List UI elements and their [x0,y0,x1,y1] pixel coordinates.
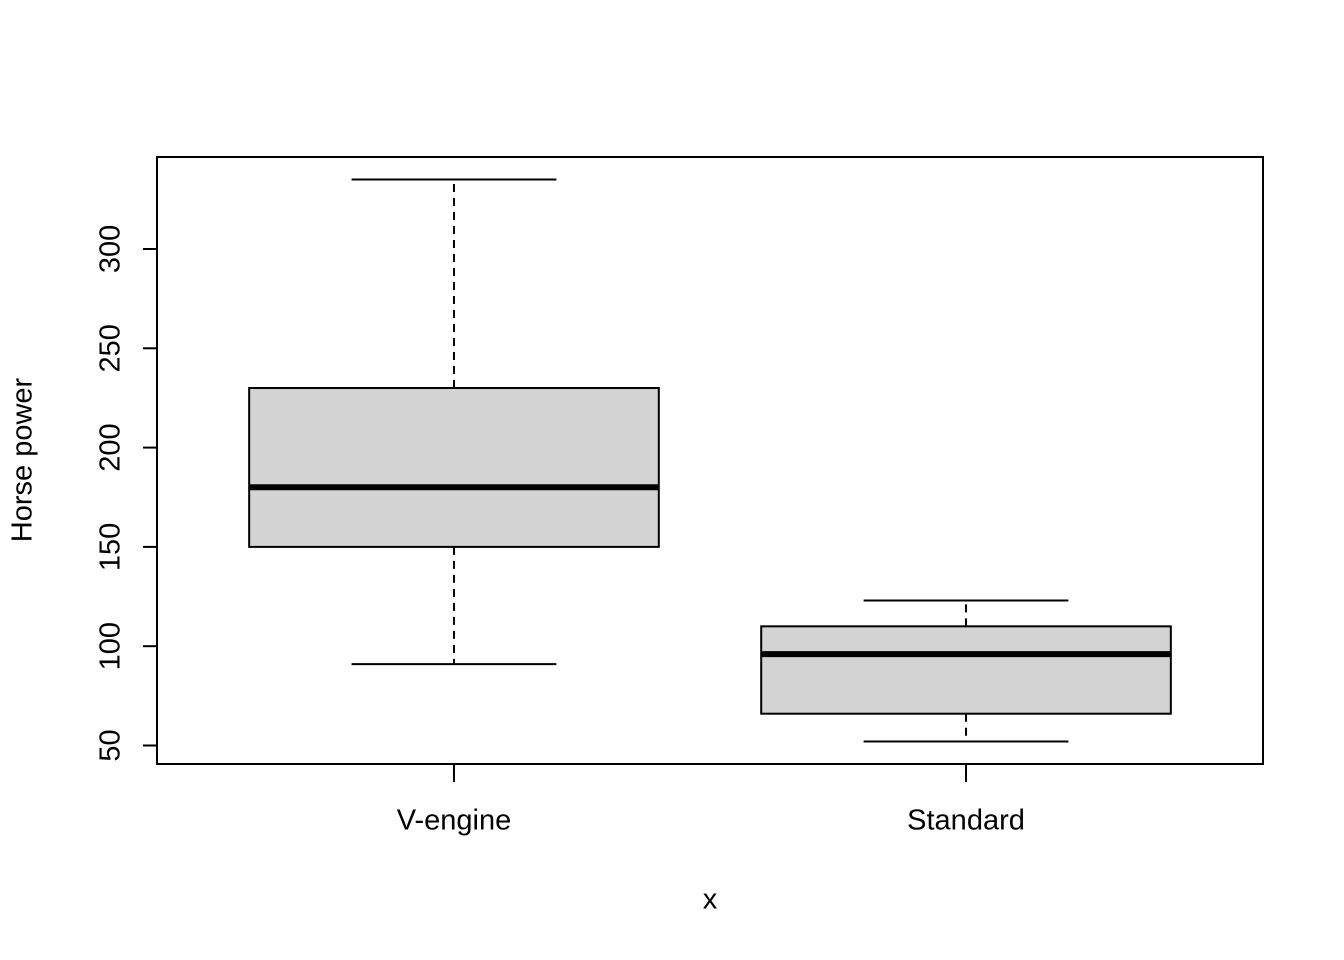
y-tick-label: 200 [95,423,127,471]
y-tick-label: 100 [95,622,127,670]
box [248,387,660,548]
plot-frame [156,156,1264,765]
y-tick-label: 300 [95,225,127,273]
y-tick-label: 250 [95,324,127,372]
box [760,625,1172,715]
x-tick-label: Standard [907,805,1025,837]
x-axis-label: x [703,884,718,916]
y-axis-label: Horse power [7,377,39,542]
y-tick-label: 150 [95,523,127,571]
y-tick-label: 50 [95,729,127,761]
x-tick-label: V-engine [397,805,512,837]
